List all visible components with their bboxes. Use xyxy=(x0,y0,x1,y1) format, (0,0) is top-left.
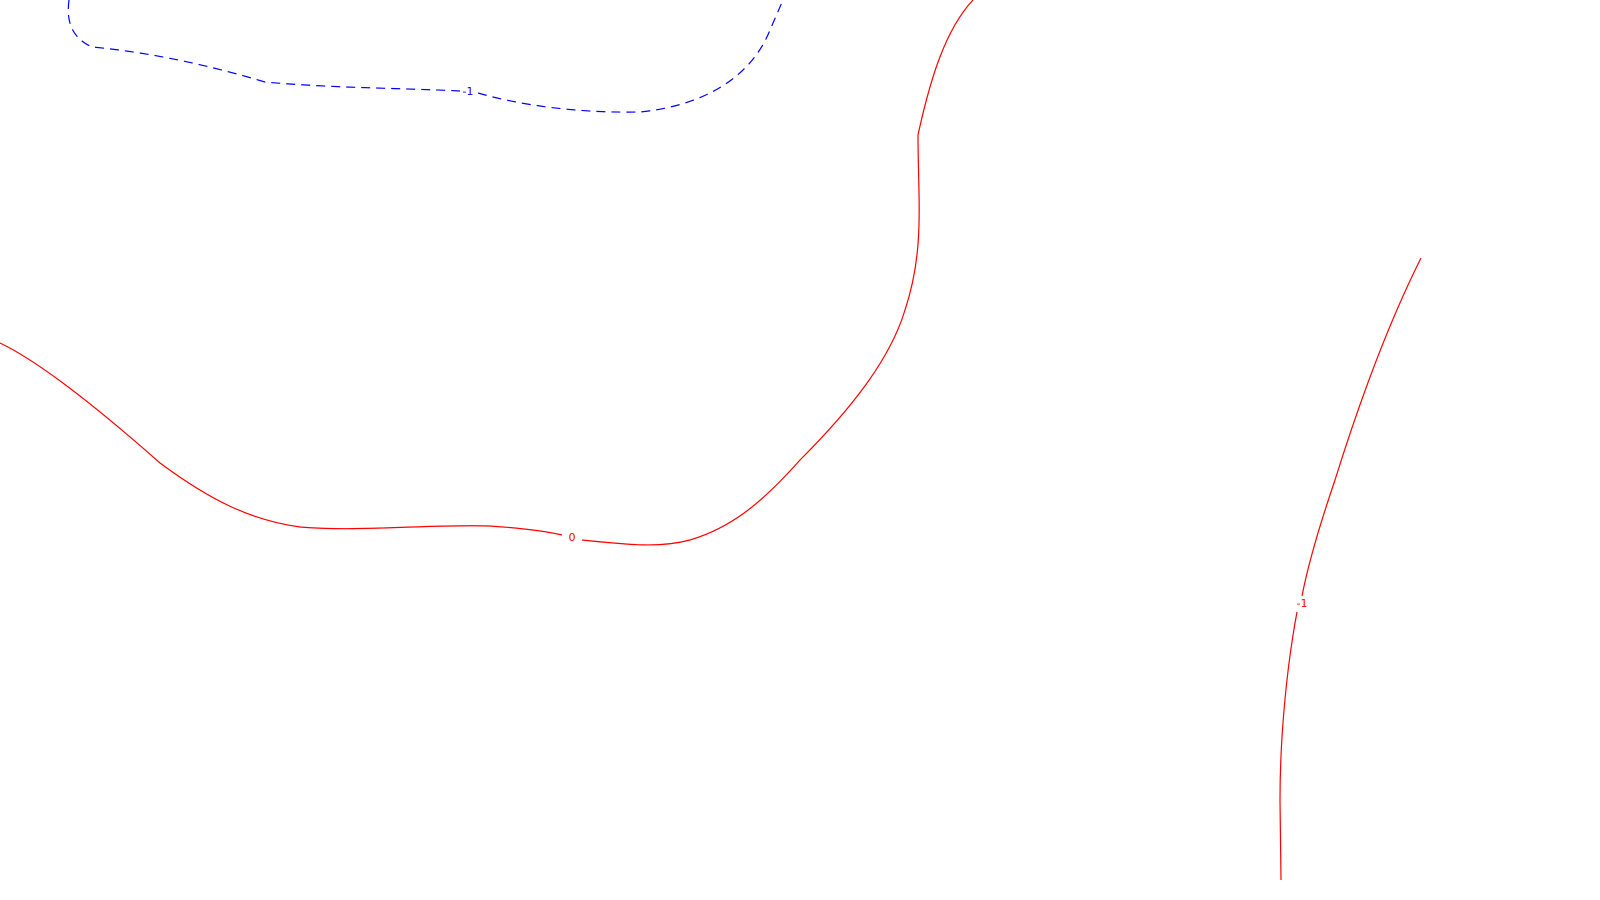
contour-line-red-solid xyxy=(1301,257,1422,597)
contour-line-red-solid xyxy=(0,342,563,536)
contour-line-red-solid xyxy=(581,0,974,546)
contour-line-group-blue: -1 xyxy=(67,0,784,113)
contour-line-red-solid xyxy=(1279,611,1298,881)
contour-line-blue-dashed xyxy=(477,0,784,113)
contour-label-red-right: -1 xyxy=(1297,597,1308,610)
contour-label-blue: -1 xyxy=(463,85,474,98)
contour-line-group-red-right: -1 xyxy=(1279,257,1422,881)
contour-line-group-red-zero: 0 xyxy=(0,0,974,546)
contour-label-red-zero: 0 xyxy=(569,531,576,544)
contour-line-blue-dashed xyxy=(67,0,461,92)
